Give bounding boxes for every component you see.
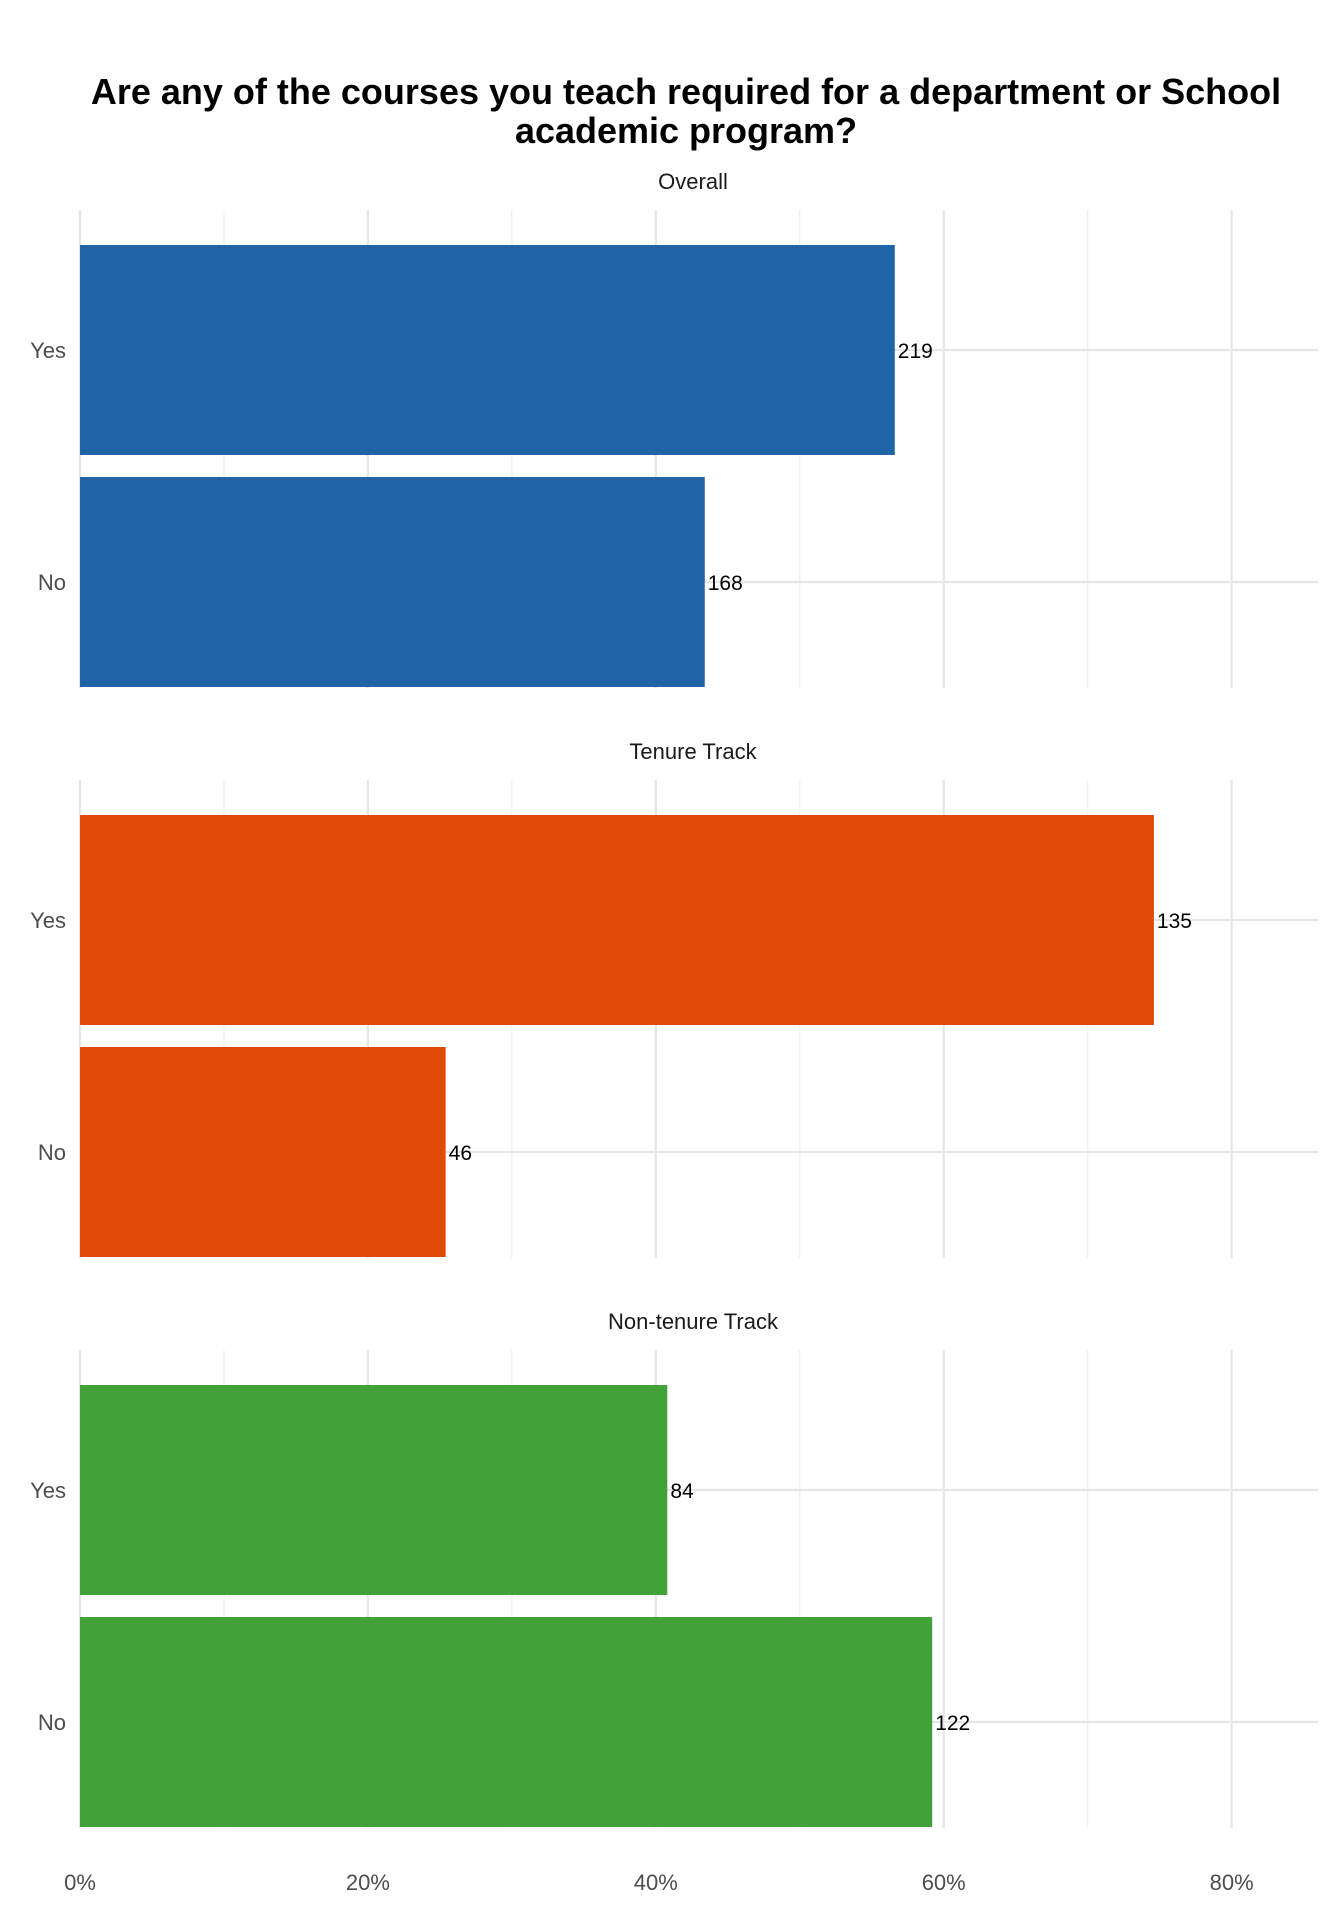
bar-no — [80, 1047, 446, 1257]
bar-yes — [80, 1385, 668, 1595]
panel-tenure-track: Tenure Track Yes 135 No 46 — [30, 739, 1318, 1258]
bar-yes — [80, 815, 1154, 1025]
category-label: Yes — [30, 338, 66, 363]
bar-no — [80, 477, 705, 687]
category-label: Yes — [30, 908, 66, 933]
x-tick-label: 40% — [634, 1870, 678, 1895]
data-label: 135 — [1157, 910, 1192, 933]
data-label: 122 — [935, 1712, 970, 1735]
panel-title: Tenure Track — [629, 739, 757, 764]
category-label: Yes — [30, 1478, 66, 1503]
panel-title: Non-tenure Track — [608, 1309, 779, 1334]
category-label: No — [38, 570, 66, 595]
category-label: No — [38, 1710, 66, 1735]
x-tick-label: 0% — [64, 1870, 96, 1895]
chart-title-line-1: Are any of the courses you teach require… — [91, 71, 1281, 112]
x-tick-label: 60% — [922, 1870, 966, 1895]
x-tick-label: 20% — [346, 1870, 390, 1895]
category-label: No — [38, 1140, 66, 1165]
x-axis: 0% 20% 40% 60% 80% — [64, 1870, 1254, 1895]
data-label: 219 — [898, 340, 933, 363]
panel-title: Overall — [658, 169, 728, 194]
x-tick-label: 80% — [1210, 1870, 1254, 1895]
data-label: 168 — [708, 572, 743, 595]
panel-overall: Overall Yes 219 No 168 — [30, 169, 1318, 688]
bar-yes — [80, 245, 895, 455]
data-label: 84 — [670, 1480, 694, 1503]
bar-no — [80, 1617, 933, 1827]
chart-title-line-2: academic program? — [515, 110, 857, 151]
panel-non-tenure-track: Non-tenure Track Yes 84 No 122 — [30, 1309, 1318, 1828]
data-label: 46 — [449, 1142, 472, 1165]
